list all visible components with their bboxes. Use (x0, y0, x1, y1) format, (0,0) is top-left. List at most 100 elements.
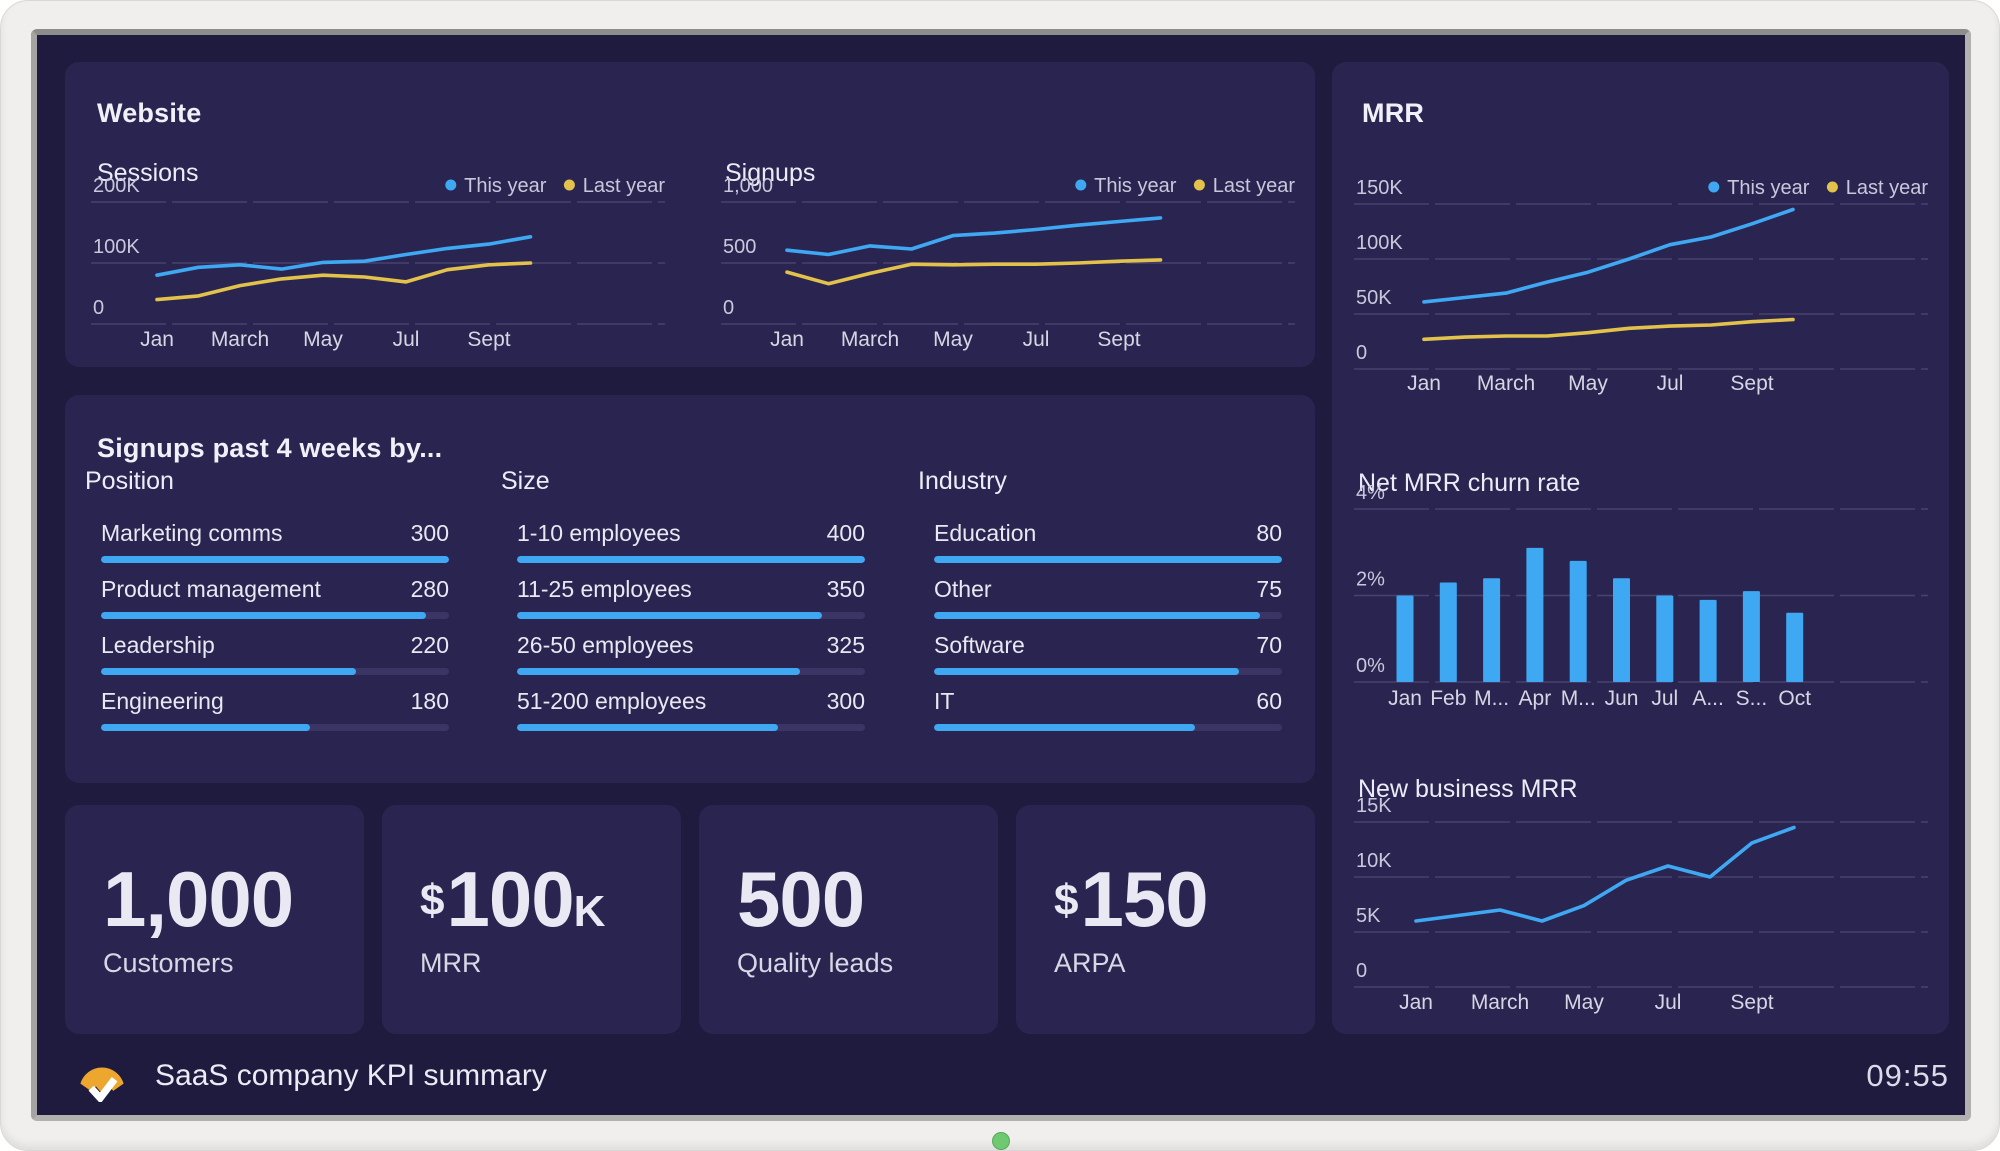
x-axis-label: Jul (393, 328, 420, 351)
x-axis-label: March (1471, 991, 1529, 1014)
x-axis-label: A... (1692, 687, 1724, 710)
bar-Aug (1699, 599, 1717, 682)
bar-Apr (1526, 547, 1544, 682)
x-axis-label: Jul (1651, 687, 1678, 710)
leaderboard-row-value: 300 (410, 520, 449, 546)
series-line-new-business-mrr (1414, 825, 1796, 923)
bar-Jul (1656, 595, 1674, 682)
kpi-card-mrr: $100K MRR (382, 805, 681, 1034)
leaderboard-row-value: 180 (410, 688, 449, 714)
leaderboard-row: Leadership 220 (101, 632, 449, 675)
mrr-panel-title: MRR (1362, 98, 1425, 129)
kpi-value: $150 (1054, 860, 1315, 938)
leaderboard-bar-track (101, 612, 449, 619)
leaderboard-row: Other 75 (934, 576, 1282, 619)
kpi-number: 100 (446, 855, 574, 943)
leaderboard-bar-fill (101, 556, 449, 563)
x-axis-label: Sept (1730, 991, 1773, 1014)
x-axis-label: Jul (1657, 372, 1684, 395)
x-axis-label: May (933, 328, 973, 351)
leaderboard-row: 11-25 employees 350 (517, 576, 865, 619)
mrr-svg: 150K 100K 50K 0 Jan March May Jul Sept Last year T… (1354, 177, 1929, 395)
legend-dot-this-year (445, 179, 457, 191)
y-axis-label: 15K (1356, 795, 1392, 817)
leaderboard-row: Education 80 (934, 520, 1282, 563)
leaderboard-bar-track (517, 556, 865, 563)
kpi-value: 500 (737, 860, 998, 938)
leaderboard-row: 1-10 employees 400 (517, 520, 865, 563)
series-line-last-year (1422, 317, 1795, 342)
churn-chart-title: Net MRR churn rate (1358, 469, 1581, 497)
leaderboard-row-value: 70 (1256, 632, 1282, 658)
x-axis-label: March (1477, 372, 1535, 395)
x-axis-label: Jul (1023, 328, 1050, 351)
kpi-number: 500 (737, 855, 865, 943)
leaderboard-row-value: 325 (826, 632, 865, 658)
leaderboard-bar-track (934, 668, 1282, 675)
x-axis-label: Feb (1430, 687, 1466, 710)
signups-line-chart: 1,000 500 0 Jan March May Jul Sept Last year This… (709, 154, 1309, 359)
y-axis-label: 100K (1356, 232, 1403, 254)
kpi-label: MRR (420, 948, 482, 978)
legend-label-this-year: This year (464, 175, 547, 197)
kpi-currency-prefix: $ (1054, 876, 1079, 925)
x-axis-label: Sept (1097, 328, 1140, 351)
x-axis-label: S... (1736, 687, 1768, 710)
leaderboard-row-label: Education (934, 520, 1037, 546)
y-axis-label: 150K (1356, 180, 1403, 199)
leaderboard-title: Size (501, 467, 550, 495)
leaderboard-row: Marketing comms 300 (101, 520, 449, 563)
churn-bar-chart: 4% 2% 0% Jan Feb M... Apr M... Jun Jul A... S... Oct (1342, 482, 1939, 722)
leaderboard-row-label: IT (934, 688, 955, 714)
legend-label-last-year: Last year (1213, 175, 1296, 197)
x-axis-label: Oct (1778, 687, 1811, 710)
x-axis-label: Apr (1519, 687, 1552, 710)
sessions-line-chart: 200K 100K 0 Jan March May Jul Sept Last year This… (79, 154, 679, 359)
leaderboard-row-label: 11-25 employees (517, 576, 692, 602)
leaderboard-bar-track (934, 724, 1282, 731)
leaderboard-row: Engineering 180 (101, 688, 449, 731)
leaderboard-row-value: 220 (410, 632, 449, 658)
sessions-chart-title: Sessions (97, 159, 199, 187)
signups-svg: 1,000 500 0 Jan March May Jul Sept Last year This… (721, 175, 1296, 351)
x-axis-label: March (841, 328, 899, 351)
leaderboard-bar-fill (101, 668, 357, 675)
sessions-svg: 200K 100K 0 Jan March May Jul Sept Last year This… (91, 175, 666, 351)
x-axis-label: May (303, 328, 343, 351)
leaderboard-bar-fill (517, 612, 822, 619)
leaderboard-bar-fill (934, 724, 1195, 731)
legend-dot-last-year (563, 179, 575, 191)
leaderboard-bar-fill (934, 556, 1282, 563)
leaderboard-bar-track (101, 668, 449, 675)
legend-label-last-year: Last year (1846, 180, 1929, 199)
leaderboard-size: Size 1-10 employees 400 11-25 employees 350 2… (501, 467, 865, 744)
clock: 09:55 (1866, 1058, 1949, 1093)
leaderboard-title: Position (85, 467, 174, 495)
leaderboard-row-value: 60 (1256, 688, 1282, 714)
panel-signups-past-4-weeks: Signups past 4 weeks by... Position Marke… (65, 395, 1315, 783)
bar-Feb (1439, 582, 1457, 682)
leaderboard-row: IT 60 (934, 688, 1282, 731)
leaderboard-row-label: 51-200 employees (517, 688, 707, 714)
y-axis-label: 0% (1356, 655, 1385, 677)
leaderboard-bar-fill (934, 612, 1261, 619)
legend-dot-this-year (1075, 179, 1087, 191)
x-axis-label: Jan (1388, 687, 1422, 710)
bar-Jun (1613, 578, 1630, 682)
dashboard-footer: SaaS company KPI summary 09:55 (75, 1043, 1949, 1109)
panel-mrr: MRR 150K 100K 50K 0 Jan March May Jul Sept Last y… (1332, 62, 1949, 1034)
kpi-number: 1,000 (103, 855, 294, 943)
y-axis-label: 4% (1356, 482, 1385, 504)
x-axis-label: Sept (467, 328, 510, 351)
leaderboard-row-label: Leadership (101, 632, 215, 658)
y-axis-label: 0 (1356, 960, 1367, 982)
legend-label-last-year: Last year (583, 175, 666, 197)
leaderboard-title: Industry (918, 467, 1007, 495)
leaderboard-row: 26-50 employees 325 (517, 632, 865, 675)
y-axis-label: 2% (1356, 569, 1385, 591)
leaderboard-bar-fill (101, 612, 426, 619)
y-axis-label: 1,000 (723, 175, 773, 197)
dashboard-screen: Website Sessions Signups 200K 100K 0 Jan Mar… (31, 29, 1971, 1121)
leaderboard-bar-track (101, 556, 449, 563)
legend-dot-last-year (1826, 181, 1838, 193)
